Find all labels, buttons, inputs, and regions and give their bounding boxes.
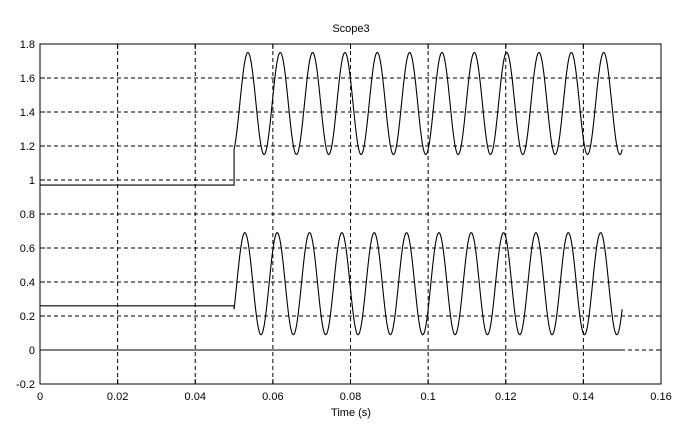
x-tick-label: 0.08 bbox=[340, 391, 361, 403]
chart-title: Scope3 bbox=[332, 23, 369, 35]
x-tick-label: 0.14 bbox=[573, 391, 594, 403]
x-tick-label: 0.04 bbox=[185, 391, 206, 403]
x-tick-label: 0.06 bbox=[262, 391, 283, 403]
grid-lines bbox=[40, 44, 661, 384]
axis-ticks bbox=[39, 43, 662, 385]
y-tick-label: -0.2 bbox=[16, 379, 35, 391]
y-tick-label: 1.2 bbox=[20, 141, 35, 153]
y-tick-label: 0.4 bbox=[20, 277, 35, 289]
y-tick-label: 0 bbox=[29, 345, 35, 357]
x-tick-label: 0.12 bbox=[495, 391, 516, 403]
y-tick-labels: -0.2 0 0.2 0.4 0.6 0.8 1 1.2 1.4 1.6 1.8 bbox=[16, 39, 35, 391]
x-axis-label: Time (s) bbox=[331, 407, 371, 419]
y-tick-label: 1.6 bbox=[20, 73, 35, 85]
x-tick-label: 0.1 bbox=[420, 391, 435, 403]
y-tick-label: 0.6 bbox=[20, 243, 35, 255]
series-line-1 bbox=[40, 51, 623, 186]
series-line-2 bbox=[40, 232, 623, 336]
x-tick-label: 0 bbox=[37, 391, 43, 403]
y-tick-label: 0.8 bbox=[20, 209, 35, 221]
y-tick-label: 1 bbox=[29, 175, 35, 187]
y-tick-label: 1.8 bbox=[20, 39, 35, 51]
x-tick-label: 0.02 bbox=[107, 391, 128, 403]
y-tick-label: 1.4 bbox=[20, 107, 35, 119]
x-tick-labels: 0 0.02 0.04 0.06 0.08 0.1 0.12 0.14 0.16 bbox=[37, 391, 672, 403]
x-tick-label: 0.16 bbox=[650, 391, 671, 403]
y-tick-label: 0.2 bbox=[20, 311, 35, 323]
data-series bbox=[40, 51, 623, 351]
